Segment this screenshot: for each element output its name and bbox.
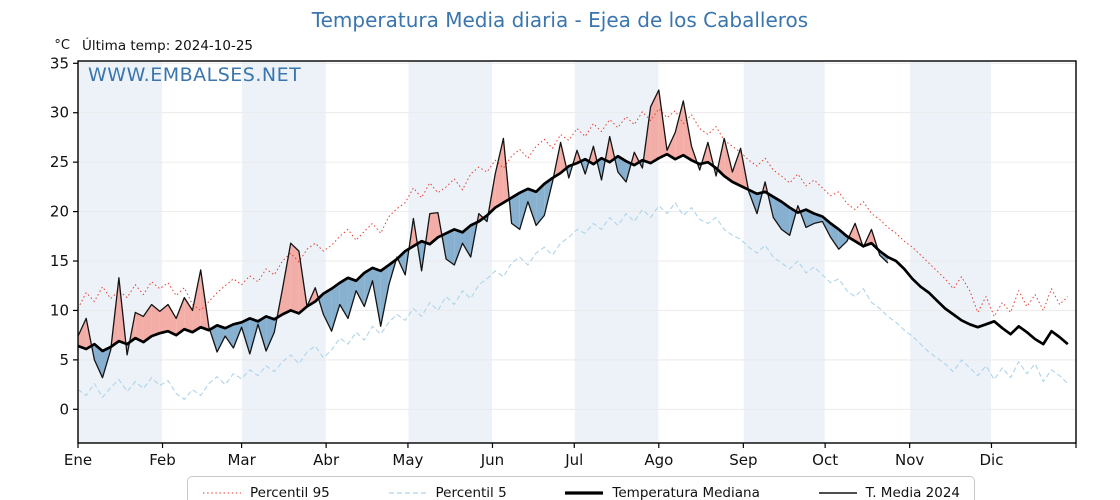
- x-tick-label: Feb: [149, 451, 176, 469]
- x-tick-label: Abr: [313, 451, 340, 469]
- x-tick-label: Jun: [480, 451, 504, 469]
- chart-title: Temperatura Media diaria - Ejea de los C…: [311, 8, 809, 32]
- y-tick-label: 10: [50, 301, 69, 319]
- legend-label-percentil-95: Percentil 95: [250, 485, 330, 500]
- legend-item-mediana: Temperatura Mediana: [564, 485, 760, 500]
- percentil-95-line: [77, 108, 1069, 317]
- x-tick-label: Mar: [227, 451, 256, 469]
- last-temp-annotation: Última temp: 2024-10-25: [82, 38, 254, 54]
- y-tick-label: 15: [50, 252, 69, 270]
- legend-item-percentil-5: Percentil 5: [388, 485, 507, 500]
- plot-border: [77, 60, 1077, 444]
- chart-legend: Percentil 95 Percentil 5 Temperatura Med…: [187, 476, 975, 500]
- legend-item-percentil-95: Percentil 95: [202, 485, 330, 500]
- month-bands: [78, 61, 992, 443]
- y-axis-unit-label: °C: [54, 38, 70, 53]
- axis-ticks: 0 5 10 15 20 25 30 35 Ene Feb Mar Abr May Jun Jul Ago Se…: [50, 54, 1077, 469]
- legend-label-percentil-5: Percentil 5: [435, 485, 507, 500]
- x-tick-label: Ene: [64, 451, 92, 469]
- legend-label-media-2024: T. Media 2024: [865, 485, 960, 500]
- horizontal-gridlines: [78, 62, 1076, 410]
- mediana-line-sample: [565, 491, 604, 495]
- y-tick-label: 30: [50, 104, 69, 122]
- y-tick-label: 0: [59, 400, 69, 418]
- x-tick-label: Ago: [644, 451, 673, 469]
- media-2024-line-sample: [818, 492, 857, 494]
- y-tick-label: 35: [50, 54, 69, 72]
- x-tick-label: Oct: [812, 451, 838, 469]
- x-tick-label: Sep: [729, 451, 757, 469]
- watermark-text: WWW.EMBALSES.NET: [88, 64, 302, 86]
- y-tick-label: 25: [50, 153, 69, 171]
- percentil-5-line-sample: [388, 492, 427, 494]
- x-tick-label: Nov: [895, 451, 924, 469]
- percentil-5-line: [77, 202, 1069, 400]
- mediana-line: [77, 152, 1069, 353]
- y-tick-label: 20: [50, 203, 69, 221]
- x-tick-label: Dic: [979, 451, 1003, 469]
- legend-label-mediana: Temperatura Mediana: [612, 485, 760, 500]
- y-tick-label: 5: [59, 351, 69, 369]
- percentil-95-line-sample: [203, 492, 241, 494]
- legend-item-media-2024: T. Media 2024: [818, 485, 960, 500]
- x-tick-label: May: [392, 451, 423, 469]
- x-tick-label: Jul: [564, 451, 583, 469]
